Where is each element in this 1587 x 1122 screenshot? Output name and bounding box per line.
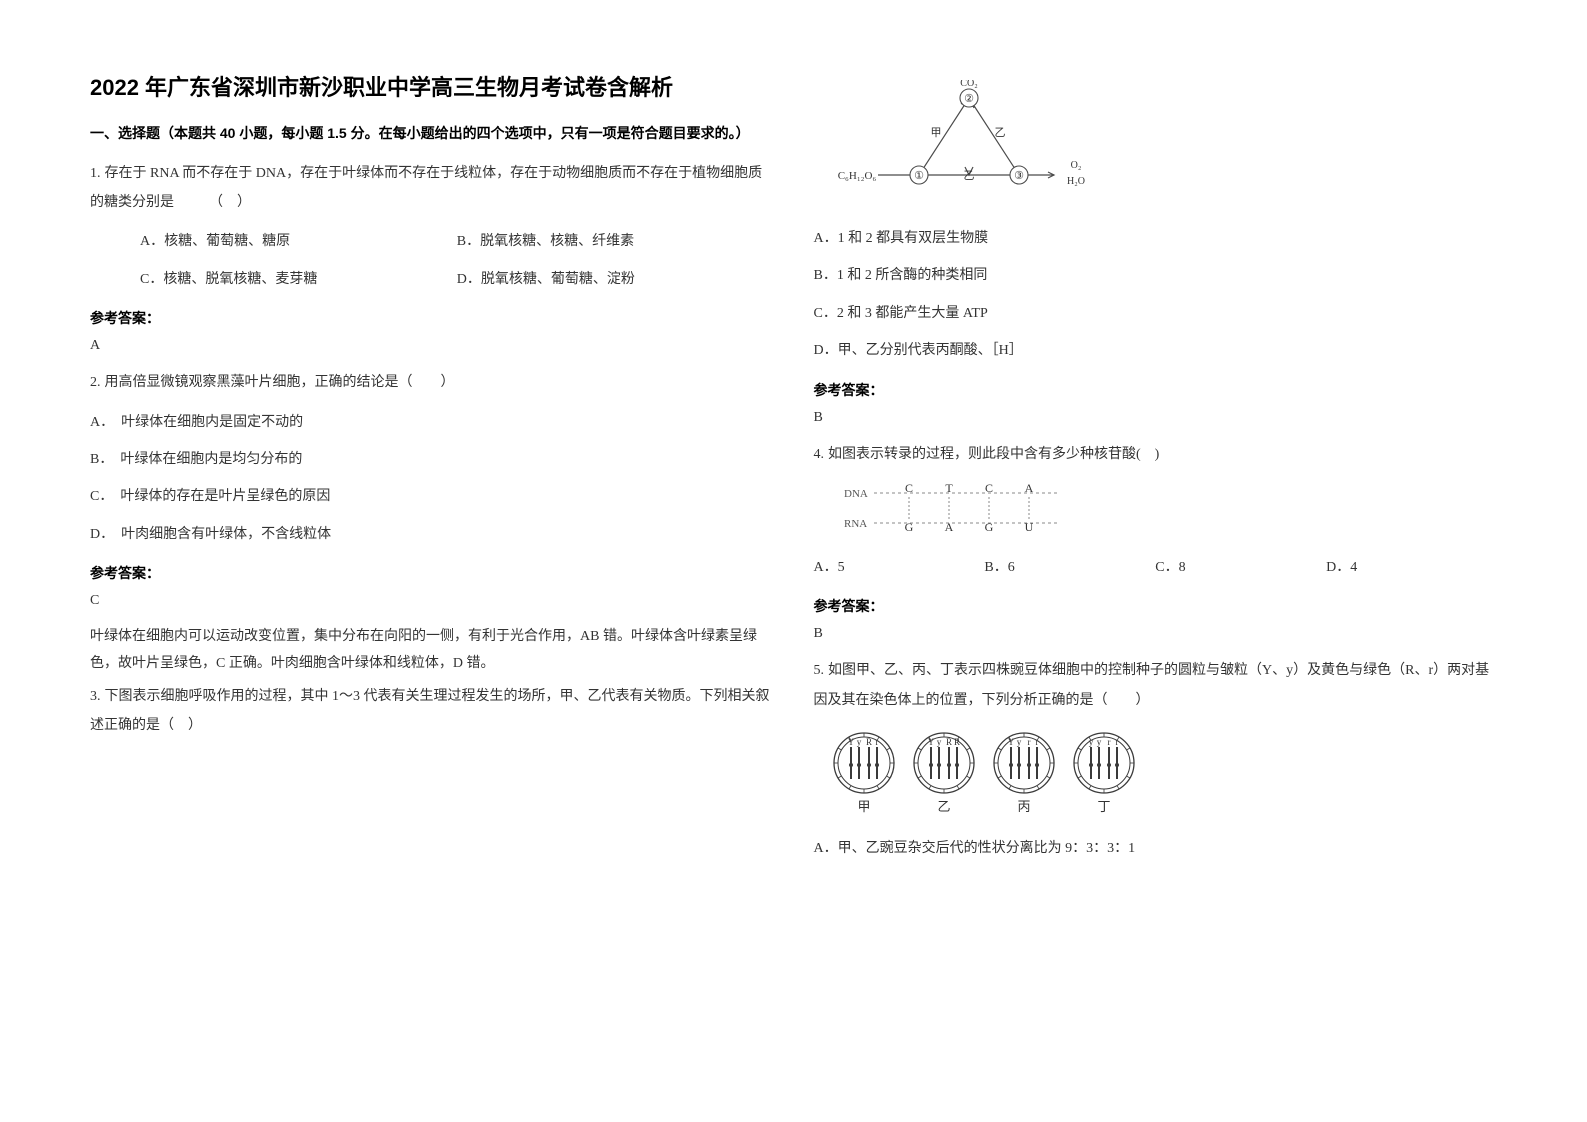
q3-figure: ① ② ③ C₆H₁₂O₆ CO₂ O₂ H₂O 甲 乙 乙 bbox=[824, 80, 1498, 210]
svg-text:乙: 乙 bbox=[937, 799, 950, 814]
q5-text: 如图甲、乙、丙、丁表示四株豌豆体细胞中的控制种子的圆粒与皱粒（Y、y）及黄色与绿… bbox=[814, 663, 1490, 707]
q5-number: 5. bbox=[814, 663, 825, 678]
q3-number: 3. bbox=[90, 689, 101, 704]
q3-optB: B．1 和 2 所含酶的种类相同 bbox=[814, 261, 1498, 290]
q3-node2: ② bbox=[964, 93, 974, 105]
q1-optD: D．脱氧核糖、葡萄糖、淀粉 bbox=[457, 265, 774, 294]
q2-optB: B． 叶绿体在细胞内是均匀分布的 bbox=[90, 445, 774, 474]
section-heading: 一、选择题（本题共 40 小题，每小题 1.5 分。在每小题给出的四个选项中，只… bbox=[90, 120, 774, 147]
q3-optC: C．2 和 3 都能产生大量 ATP bbox=[814, 299, 1498, 328]
q3-stem: 3.下图表示细胞呼吸作用的过程，其中 1～3 代表有关生理过程发生的场所，甲、乙… bbox=[90, 682, 774, 741]
left-column: 2022 年广东省深圳市新沙职业中学高三生物月考试卷含解析 一、选择题（本题共 … bbox=[90, 70, 774, 1082]
q1-stem: 1.存在于 RNA 而不存在于 DNA，存在于叶绿体而不存在于线粒体，存在于动物… bbox=[90, 159, 774, 218]
page-title: 2022 年广东省深圳市新沙职业中学高三生物月考试卷含解析 bbox=[90, 70, 774, 102]
svg-text:R: R bbox=[865, 737, 871, 747]
q5-figure: YyRr甲YyRR乙Yyrr丙yyrr丁 bbox=[824, 725, 1498, 820]
q4-dna-3: A bbox=[1024, 481, 1033, 495]
ref-answer-label-4: 参考答案： bbox=[814, 596, 1498, 616]
q3-optA: A．1 和 2 都具有双层生物膜 bbox=[814, 224, 1498, 253]
svg-text:y: y bbox=[1096, 737, 1101, 747]
svg-text:Y: Y bbox=[847, 737, 854, 747]
q3-node1: ① bbox=[914, 170, 924, 182]
svg-text:R: R bbox=[953, 737, 959, 747]
q4-rna-0: G bbox=[904, 520, 913, 534]
q2-optC: C． 叶绿体的存在是叶片呈绿色的原因 bbox=[90, 482, 774, 511]
q4-rna-1: A bbox=[944, 520, 953, 534]
q4-optC: C．8 bbox=[1155, 553, 1326, 582]
q3-optD: D．甲、乙分别代表丙酮酸、［H］ bbox=[814, 336, 1498, 365]
q1-opts-row2: C．核糖、脱氧核糖、麦芽糖 D．脱氧核糖、葡萄糖、淀粉 bbox=[90, 265, 774, 294]
svg-text:y: y bbox=[856, 737, 861, 747]
svg-text:r: r bbox=[1027, 737, 1030, 747]
q1-answer: A bbox=[90, 338, 774, 354]
svg-text:y: y bbox=[936, 737, 941, 747]
q4-options: A．5 B．6 C．8 D．4 bbox=[814, 553, 1498, 582]
q1-opts-row1: A．核糖、葡萄糖、糖原 B．脱氧核糖、核糖、纤维素 bbox=[90, 227, 774, 256]
q4-optD: D．4 bbox=[1326, 553, 1497, 582]
q1-optB: B．脱氧核糖、核糖、纤维素 bbox=[457, 227, 774, 256]
q3-yi-b: 乙 bbox=[963, 169, 974, 182]
svg-text:甲: 甲 bbox=[857, 799, 870, 814]
svg-text:y: y bbox=[1016, 737, 1021, 747]
q4-number: 4. bbox=[814, 447, 825, 462]
q1-text: 存在于 RNA 而不存在于 DNA，存在于叶绿体而不存在于线粒体，存在于动物细胞… bbox=[90, 166, 762, 210]
svg-text:r: r bbox=[1107, 737, 1110, 747]
q4-dna-1: T bbox=[945, 481, 953, 495]
q2-number: 2. bbox=[90, 375, 101, 390]
q2-optA: A． 叶绿体在细胞内是固定不动的 bbox=[90, 408, 774, 437]
q4-rna-3: U bbox=[1024, 520, 1033, 534]
q4-answer: B bbox=[814, 626, 1498, 642]
q3-text: 下图表示细胞呼吸作用的过程，其中 1～3 代表有关生理过程发生的场所，甲、乙代表… bbox=[90, 689, 770, 733]
q3-answer: B bbox=[814, 410, 1498, 426]
q1-optC: C．核糖、脱氧核糖、麦芽糖 bbox=[140, 265, 457, 294]
q3-co2: CO₂ bbox=[960, 80, 977, 89]
q2-answer: C bbox=[90, 593, 774, 609]
ref-answer-label-1: 参考答案： bbox=[90, 308, 774, 328]
q3-h2o: H₂O bbox=[1067, 176, 1085, 187]
q3-jia: 甲 bbox=[930, 127, 941, 139]
q3-c6: C₆H₁₂O₆ bbox=[837, 170, 876, 182]
q3-yi-r: 乙 bbox=[994, 126, 1005, 139]
svg-text:丁: 丁 bbox=[1097, 799, 1110, 814]
q4-text: 如图表示转录的过程，则此段中含有多少种核苷酸( ) bbox=[828, 447, 1159, 462]
q4-rna-label: RNA bbox=[844, 518, 867, 530]
q2-text: 用高倍显微镜观察黑藻叶片细胞，正确的结论是（ ） bbox=[105, 375, 455, 390]
q4-dna-label: DNA bbox=[844, 488, 868, 500]
svg-text:Y: Y bbox=[927, 737, 934, 747]
ref-answer-label-2: 参考答案： bbox=[90, 563, 774, 583]
q1-number: 1. bbox=[90, 166, 101, 181]
q4-rna-2: G bbox=[984, 520, 993, 534]
q3-node3: ③ bbox=[1014, 170, 1024, 182]
q2-explain: 叶绿体在细胞内可以运动改变位置，集中分布在向阳的一侧，有利于光合作用，AB 错。… bbox=[90, 623, 774, 678]
q5-optA: A．甲、乙豌豆杂交后代的性状分离比为 9：3：3：1 bbox=[814, 834, 1498, 863]
q2-stem: 2. 用高倍显微镜观察黑藻叶片细胞，正确的结论是（ ） bbox=[90, 368, 774, 397]
q4-dna-0: C bbox=[904, 481, 912, 495]
q4-figure: DNA RNA C T C A G A G U bbox=[824, 479, 1498, 539]
q2-optD: D． 叶肉细胞含有叶绿体，不含线粒体 bbox=[90, 520, 774, 549]
right-column: ① ② ③ C₆H₁₂O₆ CO₂ O₂ H₂O 甲 乙 乙 A．1 和 2 都… bbox=[814, 70, 1498, 1082]
ref-answer-label-3: 参考答案： bbox=[814, 380, 1498, 400]
q4-optB: B．6 bbox=[984, 553, 1155, 582]
svg-text:Y: Y bbox=[1007, 737, 1014, 747]
q4-stem: 4.如图表示转录的过程，则此段中含有多少种核苷酸( ) bbox=[814, 440, 1498, 469]
q4-dna-2: C bbox=[984, 481, 992, 495]
q4-optA: A．5 bbox=[814, 553, 985, 582]
q5-stem: 5.如图甲、乙、丙、丁表示四株豌豆体细胞中的控制种子的圆粒与皱粒（Y、y）及黄色… bbox=[814, 656, 1498, 715]
q3-o2: O₂ bbox=[1070, 160, 1081, 171]
q1-optA: A．核糖、葡萄糖、糖原 bbox=[140, 227, 457, 256]
svg-text:R: R bbox=[945, 737, 951, 747]
svg-text:丙: 丙 bbox=[1017, 799, 1030, 814]
